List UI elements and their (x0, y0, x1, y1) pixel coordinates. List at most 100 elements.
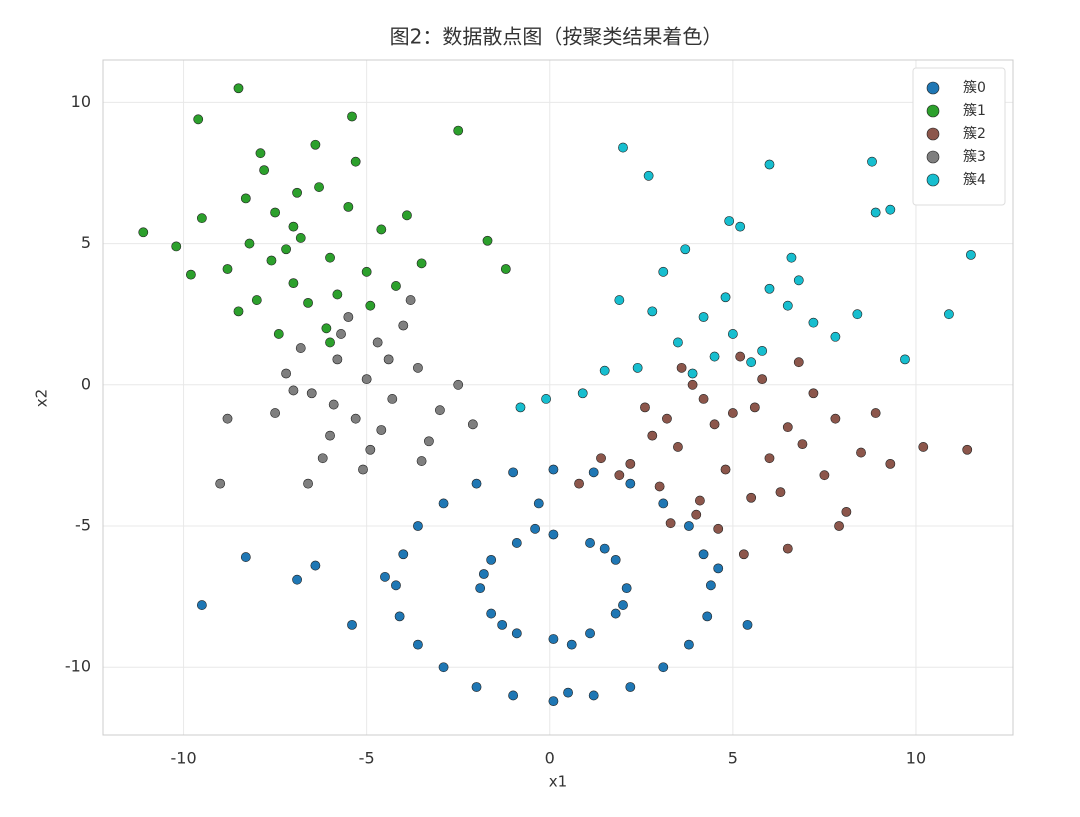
point (548, 464, 559, 475)
point (405, 295, 416, 305)
point (482, 235, 493, 246)
point (383, 354, 394, 365)
point (508, 690, 519, 701)
point (310, 560, 321, 571)
point (596, 453, 606, 464)
point (782, 543, 793, 554)
point (647, 306, 658, 317)
point (662, 413, 672, 424)
point (618, 600, 628, 610)
point (705, 580, 716, 591)
point (471, 682, 482, 692)
point (240, 193, 251, 204)
point (819, 470, 830, 481)
point (413, 521, 423, 531)
point (610, 554, 621, 565)
point (240, 552, 251, 562)
point (233, 306, 244, 317)
y-tick-label: -5 (75, 516, 91, 535)
point (900, 354, 910, 365)
point (720, 464, 731, 475)
point (632, 362, 643, 373)
point (255, 148, 266, 159)
point (347, 619, 357, 630)
point (782, 422, 793, 433)
point (757, 345, 768, 356)
y-tick-label: 5 (81, 233, 91, 252)
point (292, 187, 302, 198)
point (196, 600, 207, 610)
plot-frame (102, 59, 1014, 736)
y-tick-label: -10 (65, 657, 91, 676)
point (288, 278, 299, 289)
x-tick-label: 10 (906, 749, 926, 768)
point (343, 312, 354, 322)
point (325, 430, 335, 441)
point (870, 408, 881, 418)
point (647, 430, 658, 441)
point (380, 571, 390, 582)
point (438, 662, 449, 673)
point (548, 696, 559, 707)
point (171, 241, 182, 252)
point (735, 351, 746, 362)
point (500, 264, 511, 274)
point (222, 264, 233, 274)
point (654, 481, 665, 492)
point (786, 252, 797, 263)
point (398, 320, 409, 331)
point (713, 563, 724, 574)
point (303, 478, 313, 489)
legend-label: 簇1 (963, 103, 986, 119)
point (918, 442, 929, 452)
point (515, 402, 526, 413)
point (867, 156, 877, 167)
x-tick-label: -10 (170, 749, 196, 768)
legend-marker (926, 173, 940, 187)
point (222, 413, 233, 424)
point (303, 297, 313, 308)
point (962, 444, 973, 455)
point (695, 495, 705, 506)
point (508, 467, 519, 478)
point (358, 464, 368, 475)
point (680, 244, 691, 255)
x-tick-label: -5 (359, 749, 375, 768)
point (709, 351, 720, 362)
point (548, 634, 559, 644)
point (698, 312, 709, 322)
point (486, 608, 497, 619)
legend-label: 簇4 (963, 172, 986, 188)
chart-title: 图2：数据散点图（按聚类结果着色） (390, 25, 723, 49)
point (764, 159, 775, 170)
point (713, 523, 724, 534)
point (233, 83, 244, 94)
point (317, 453, 328, 464)
point (965, 249, 976, 260)
point (533, 498, 544, 509)
point (621, 583, 632, 594)
point (394, 611, 405, 622)
point (328, 399, 339, 410)
point (350, 156, 361, 167)
point (270, 207, 281, 218)
point (684, 639, 694, 650)
point (372, 337, 383, 348)
point (332, 354, 343, 365)
point (325, 337, 335, 348)
point (742, 619, 753, 630)
point (295, 233, 306, 243)
legend-label: 簇3 (963, 149, 986, 165)
point (376, 224, 387, 235)
point (599, 365, 610, 376)
point (687, 368, 698, 379)
point (347, 111, 357, 122)
point (658, 266, 669, 277)
point (673, 442, 683, 452)
point (834, 521, 844, 531)
y-axis-label: x2 (33, 389, 51, 407)
point (398, 549, 409, 560)
point (673, 337, 683, 348)
point (687, 379, 698, 390)
